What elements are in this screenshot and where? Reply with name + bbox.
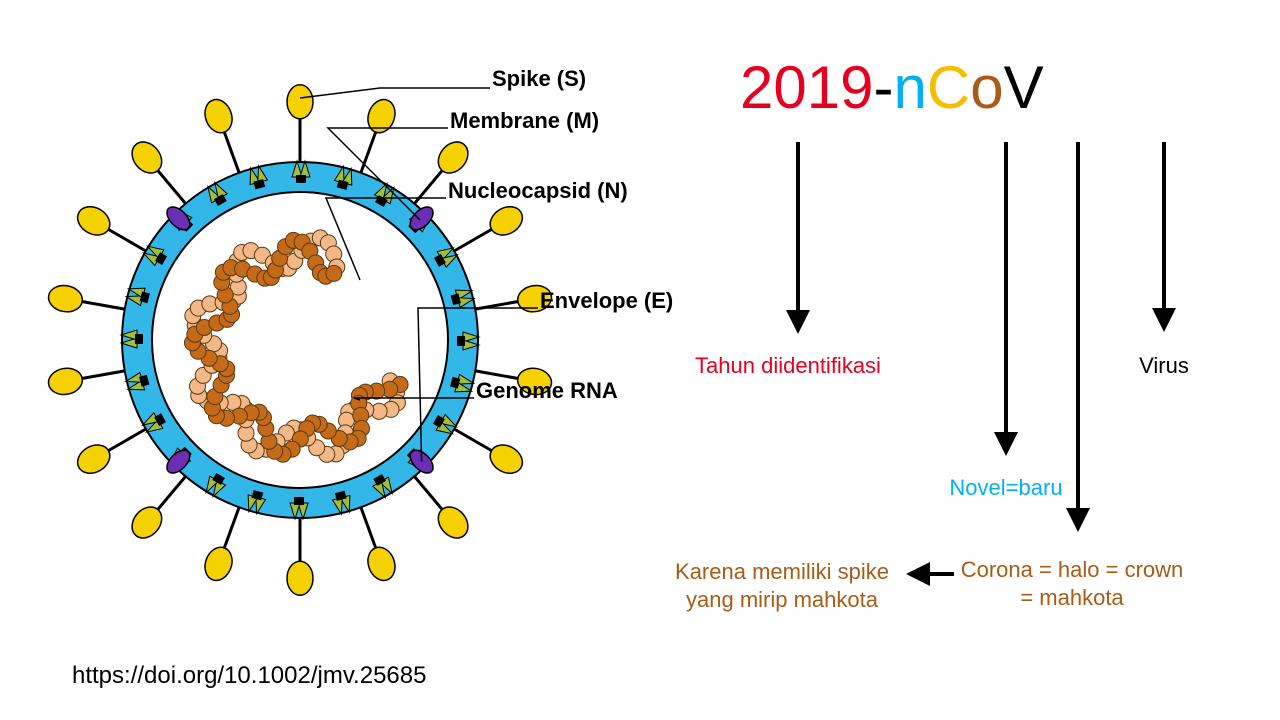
title-segment-0: 2019 [740, 58, 873, 118]
virus-diagram [0, 0, 700, 700]
virus-label-spike: Spike (S) [492, 66, 586, 92]
annotation-novel: Novel=baru [926, 474, 1086, 502]
title-2019-ncov: 2019-nCoV [740, 58, 1044, 118]
annotation-spike: Karena memiliki spike yang mirip mahkota [662, 558, 902, 613]
annotation-virus: Virus [1114, 352, 1214, 380]
virus-label-membrane: Membrane (M) [450, 108, 599, 134]
title-segment-2: n [893, 58, 926, 118]
annotation-year: Tahun diidentifikasi [678, 352, 898, 380]
virus-label-genome: Genome RNA [476, 378, 618, 404]
virus-label-envelope: Envelope (E) [540, 288, 673, 314]
title-segment-4: o [970, 58, 1003, 118]
annotation-corona: Corona = halo = crown = mahkota [952, 556, 1192, 611]
title-segment-1: - [873, 58, 893, 118]
citation-text: https://doi.org/10.1002/jmv.25685 [72, 662, 426, 690]
title-segment-5: V [1004, 58, 1044, 118]
virus-label-nucleocapsid: Nucleocapsid (N) [448, 178, 628, 204]
title-segment-3: C [927, 58, 970, 118]
